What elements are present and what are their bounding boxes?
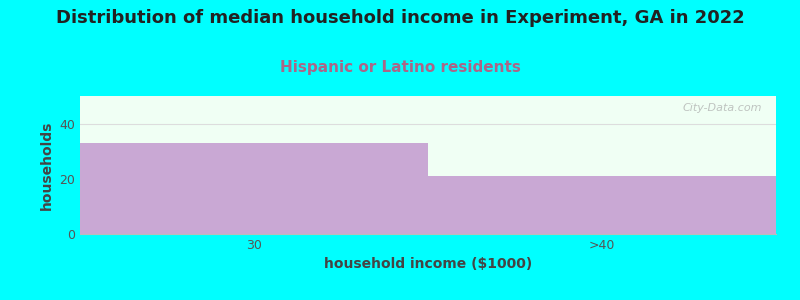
Text: Hispanic or Latino residents: Hispanic or Latino residents: [279, 60, 521, 75]
Text: City-Data.com: City-Data.com: [682, 103, 762, 113]
Bar: [80, 143, 428, 234]
Text: Distribution of median household income in Experiment, GA in 2022: Distribution of median household income …: [56, 9, 744, 27]
Y-axis label: households: households: [40, 120, 54, 210]
Bar: [428, 176, 776, 234]
X-axis label: household income ($1000): household income ($1000): [324, 257, 532, 272]
